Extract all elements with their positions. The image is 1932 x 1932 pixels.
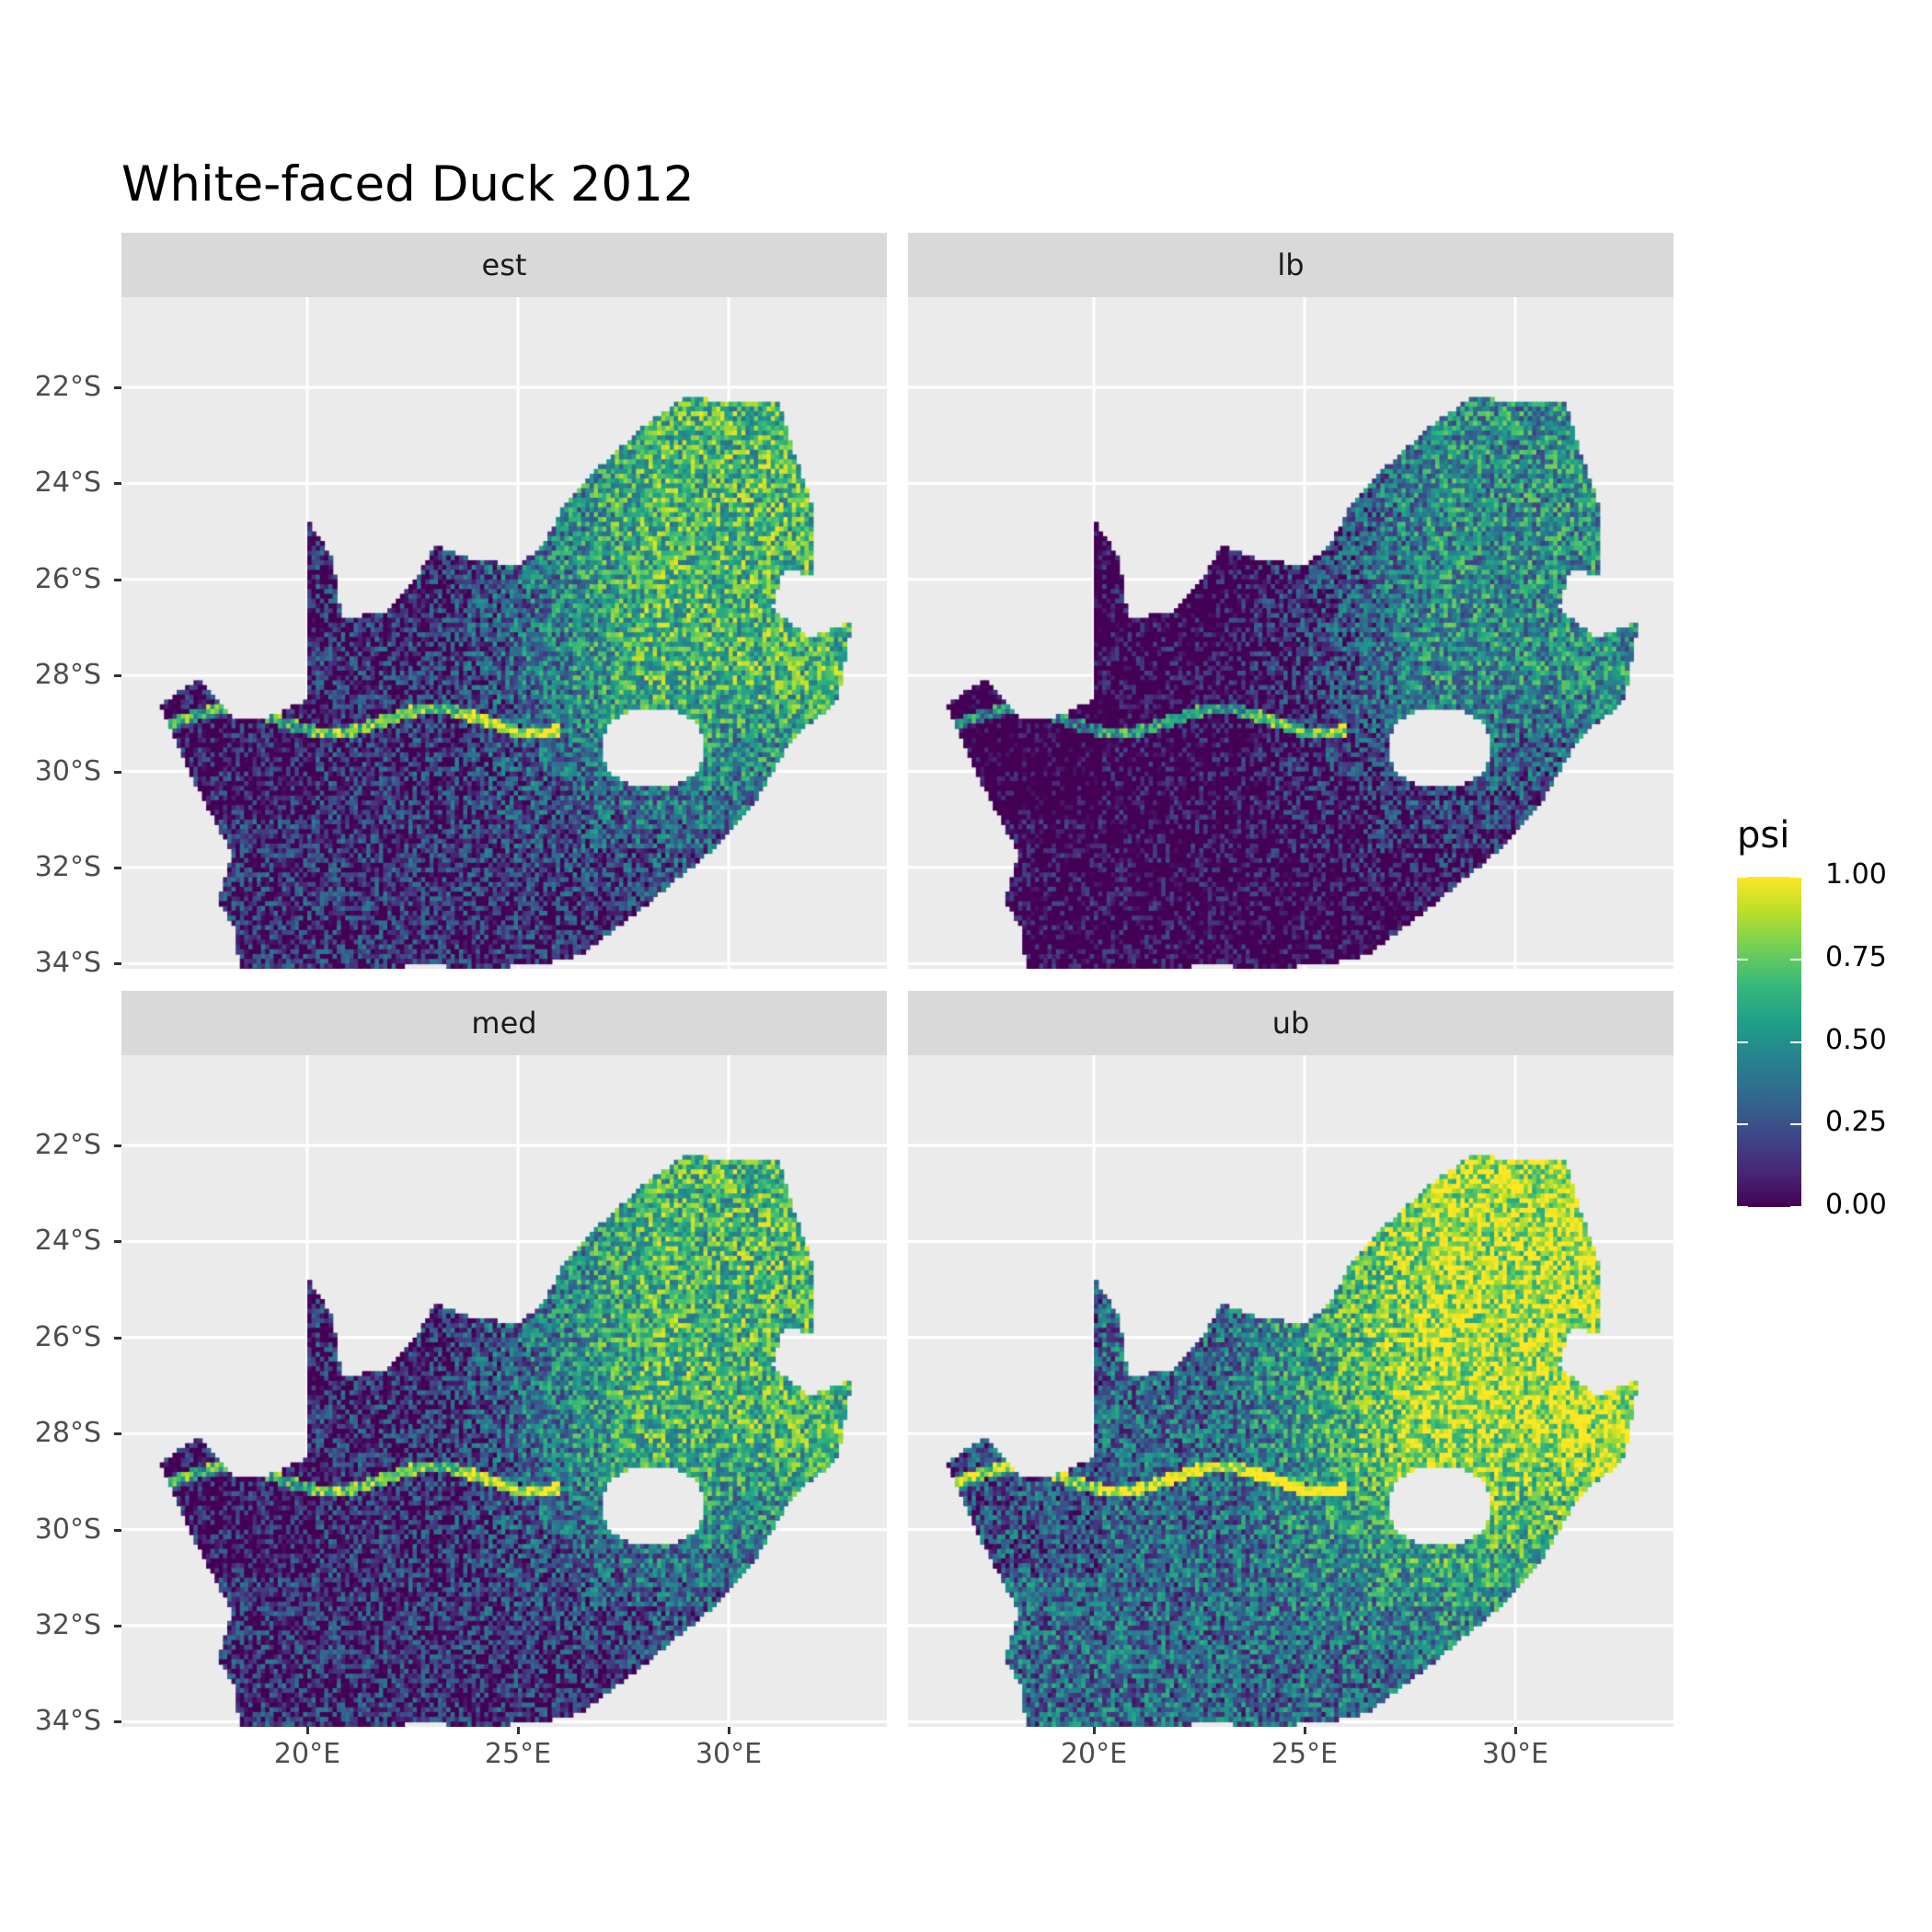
legend-tick: [1737, 1123, 1748, 1126]
legend-tick: [1737, 1206, 1748, 1208]
y-tick-label: 24°S: [34, 466, 101, 500]
y-tick-label: 26°S: [34, 1320, 101, 1353]
x-tick-label: 20°E: [1060, 1738, 1128, 1770]
x-tick-label: 30°E: [1481, 1738, 1549, 1770]
legend-tick: [1790, 876, 1801, 878]
legend-tick: [1790, 1206, 1801, 1208]
map-panel-est: [121, 297, 887, 969]
y-tick-label: 28°S: [34, 659, 101, 692]
psi-raster-ub: [908, 1055, 1673, 1727]
y-tick: [114, 1144, 121, 1147]
legend-tick: [1790, 958, 1801, 960]
legend-tick: [1790, 1041, 1801, 1043]
legend-label: 0.50: [1825, 1023, 1887, 1056]
facet-strip-est: est: [121, 233, 887, 297]
x-tick: [1514, 1727, 1517, 1734]
x-tick-label: 25°E: [1271, 1738, 1339, 1770]
y-tick: [114, 674, 121, 678]
y-tick-label: 30°S: [34, 1512, 101, 1546]
y-tick: [114, 1625, 121, 1627]
legend-title: psi: [1737, 814, 1790, 857]
psi-raster-med: [121, 1055, 887, 1727]
y-tick: [114, 867, 121, 869]
facet-strip-lb: lb: [908, 233, 1673, 297]
legend-label: 0.25: [1825, 1106, 1887, 1139]
x-tick: [1304, 1727, 1306, 1734]
y-tick: [114, 578, 121, 581]
y-tick-label: 34°S: [34, 1705, 101, 1738]
legend-tick: [1737, 876, 1748, 878]
x-tick: [728, 1727, 730, 1734]
map-panel-med: [121, 1055, 887, 1727]
map-panel-lb: [908, 297, 1673, 969]
legend-tick: [1737, 958, 1748, 960]
map-panel-ub: [908, 1055, 1673, 1727]
facet-strip-ub: ub: [908, 991, 1673, 1055]
y-tick: [114, 1720, 121, 1724]
psi-raster-est: [121, 297, 887, 969]
y-tick-label: 22°S: [34, 1129, 101, 1161]
psi-raster-lb: [908, 297, 1673, 969]
legend-tick: [1790, 1123, 1801, 1126]
y-tick: [114, 1240, 121, 1244]
facet-strip-med: med: [121, 991, 887, 1055]
y-tick: [114, 1528, 121, 1532]
y-tick-label: 22°S: [34, 371, 101, 403]
y-tick-label: 32°S: [34, 1609, 101, 1641]
x-tick-label: 25°E: [484, 1738, 552, 1770]
plot-title: White-faced Duck 2012: [121, 156, 695, 213]
x-tick: [1093, 1727, 1096, 1734]
x-tick-label: 30°E: [695, 1738, 763, 1770]
x-tick: [306, 1727, 309, 1734]
legend-label: 0.00: [1825, 1189, 1887, 1221]
y-tick-label: 32°S: [34, 851, 101, 883]
y-tick-label: 26°S: [34, 562, 101, 595]
y-tick: [114, 962, 121, 966]
y-tick: [114, 482, 121, 486]
y-tick-label: 24°S: [34, 1225, 101, 1258]
legend-label: 1.00: [1825, 858, 1887, 891]
legend-label: 0.75: [1825, 940, 1887, 973]
legend-tick: [1737, 1041, 1748, 1043]
y-tick-label: 28°S: [34, 1417, 101, 1450]
y-tick-label: 34°S: [34, 947, 101, 980]
y-tick-label: 30°S: [34, 754, 101, 788]
x-tick: [517, 1727, 520, 1734]
y-tick: [114, 1432, 121, 1436]
y-tick: [114, 1336, 121, 1340]
x-tick-label: 20°E: [273, 1738, 341, 1770]
y-tick: [114, 386, 121, 389]
y-tick: [114, 770, 121, 774]
